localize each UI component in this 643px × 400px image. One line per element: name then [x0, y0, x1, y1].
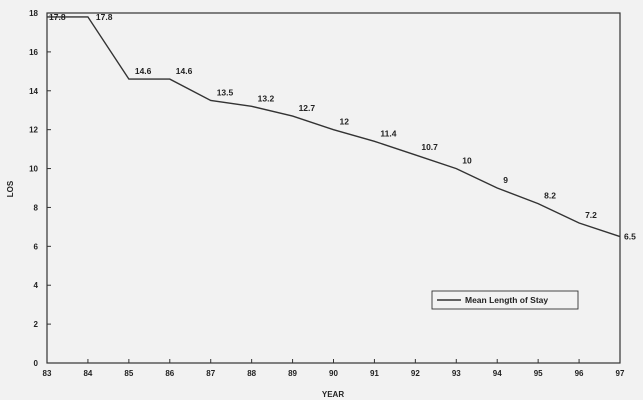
- y-tick-label: 12: [29, 126, 38, 135]
- x-tick-label: 85: [124, 369, 133, 378]
- x-tick-label: 88: [247, 369, 256, 378]
- x-tick-label: 89: [288, 369, 297, 378]
- y-tick-label: 14: [29, 87, 38, 96]
- data-label: 14.6: [176, 66, 193, 76]
- x-axis-ticks: 83 84 85 86 87 88 89 90 91 92 93 94 95 96 97: [43, 359, 625, 378]
- y-tick-label: 2: [34, 320, 39, 329]
- data-labels: 17.8 17.8 14.6 14.6 13.5 13.2 12.7 12 11.4 10.7 10…: [49, 12, 636, 242]
- x-tick-label: 94: [493, 369, 502, 378]
- x-tick-label: 91: [370, 369, 379, 378]
- x-tick-label: 87: [206, 369, 215, 378]
- data-label: 17.8: [96, 12, 113, 22]
- x-tick-label: 83: [43, 369, 52, 378]
- data-label: 17.8: [49, 12, 66, 22]
- legend-box: [431, 290, 579, 310]
- data-label: 11.4: [380, 128, 396, 138]
- x-tick-label: 86: [165, 369, 174, 378]
- y-tick-label: 16: [29, 48, 38, 57]
- y-tick-label: 6: [34, 242, 39, 251]
- y-axis-ticks: 0 2 4 6 8 10 12 14 16 18: [29, 9, 51, 368]
- plot-area: [46, 12, 621, 364]
- y-tick-label: 18: [29, 9, 38, 18]
- y-tick-label: 10: [29, 165, 38, 174]
- data-label: 8.2: [544, 191, 556, 201]
- x-tick-label: 84: [83, 369, 92, 378]
- data-label: 12.7: [299, 103, 316, 113]
- y-axis-title: LOS: [6, 180, 15, 197]
- data-label: 10.7: [421, 142, 438, 152]
- data-label: 7.2: [585, 210, 597, 220]
- x-tick-label: 92: [411, 369, 420, 378]
- data-label: 6.5: [624, 232, 636, 242]
- x-tick-label: 97: [616, 369, 625, 378]
- x-tick-label: 90: [329, 369, 338, 378]
- data-label: 10: [462, 156, 472, 166]
- x-tick-label: 95: [534, 369, 543, 378]
- x-tick-label: 93: [452, 369, 461, 378]
- x-tick-label: 96: [575, 369, 584, 378]
- x-axis-title: YEAR: [322, 390, 344, 399]
- legend-label: Mean Length of Stay: [465, 295, 548, 305]
- data-label: 9: [503, 175, 508, 185]
- y-tick-label: 0: [34, 359, 39, 368]
- data-label: 12: [340, 117, 350, 127]
- legend: Mean Length of Stay: [431, 290, 579, 310]
- y-tick-label: 8: [34, 203, 39, 212]
- data-label: 14.6: [135, 66, 152, 76]
- data-label: 13.2: [258, 93, 275, 103]
- data-label: 13.5: [217, 88, 234, 98]
- y-tick-label: 4: [34, 281, 39, 290]
- series-line-mean-length-of-stay: [47, 16, 621, 238]
